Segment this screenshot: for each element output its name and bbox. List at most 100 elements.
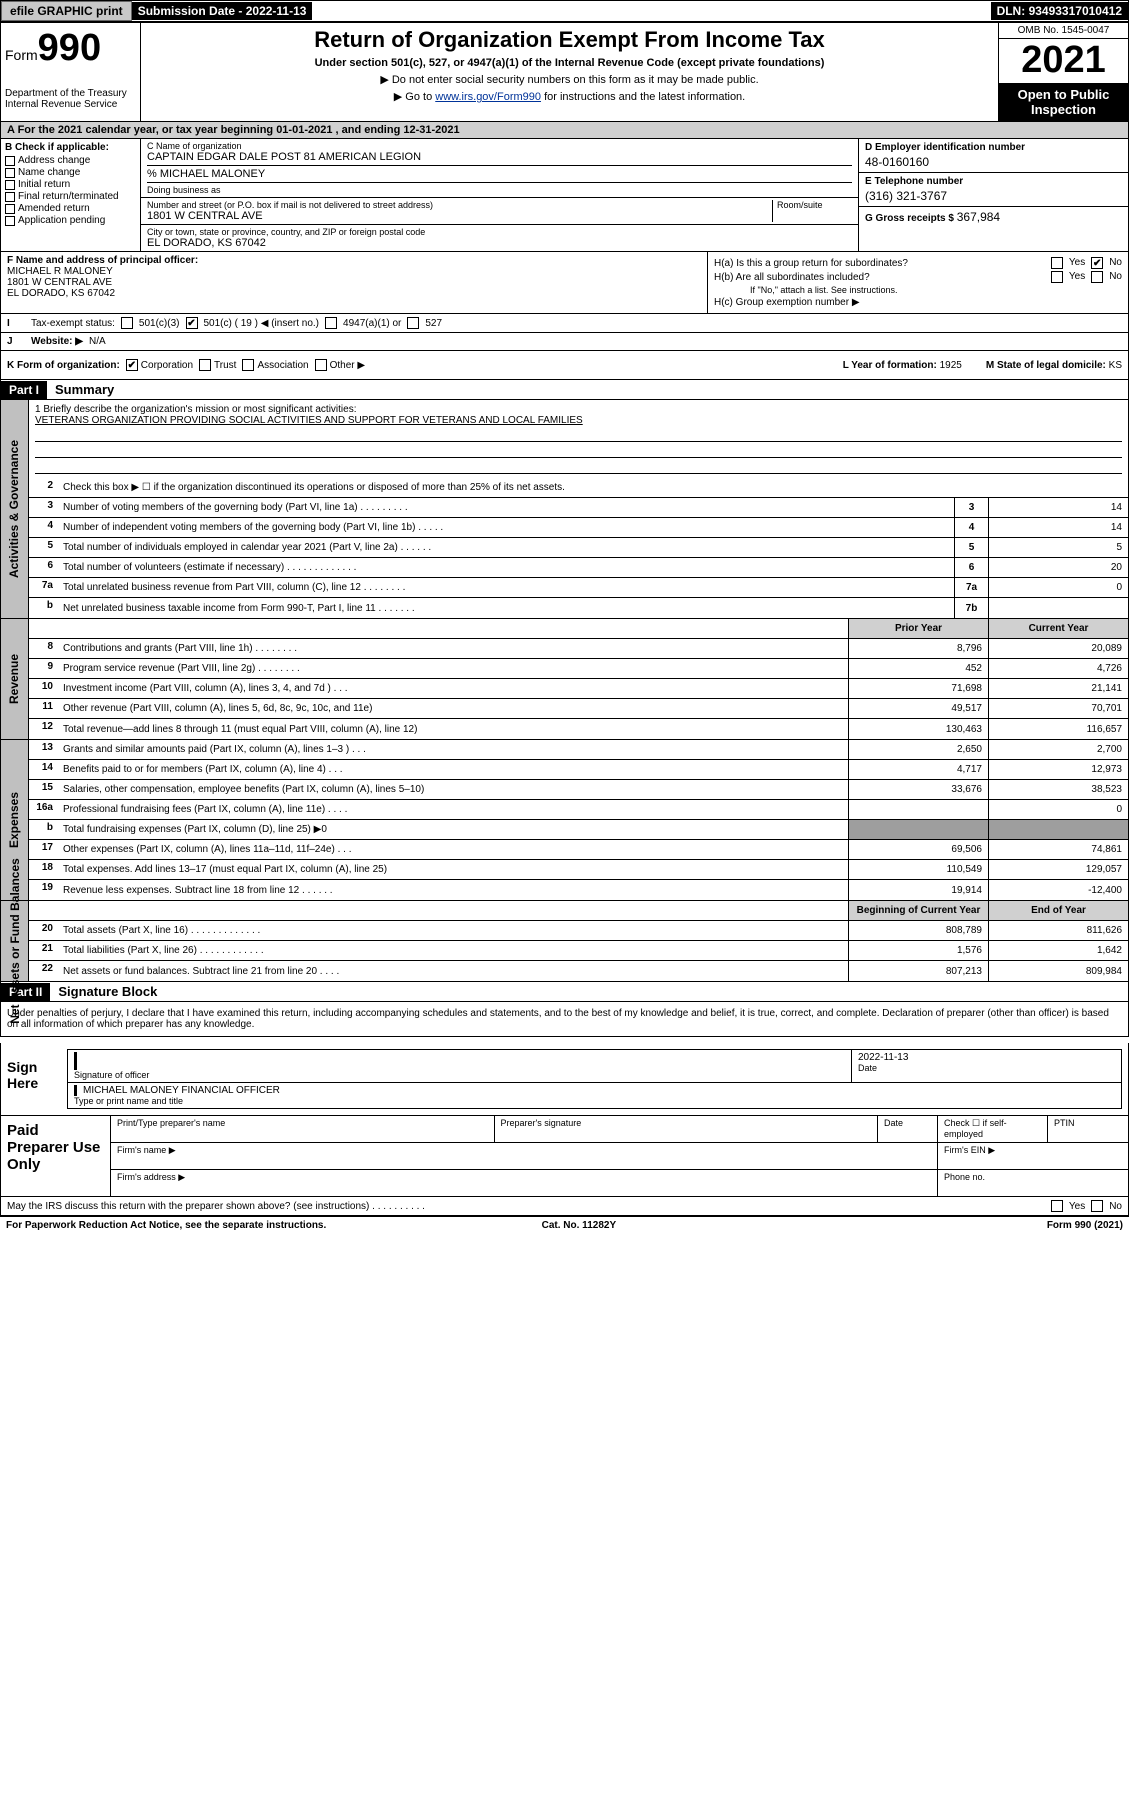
- ha-yes-checkbox[interactable]: [1051, 257, 1063, 269]
- firm-ein-label: Firm's EIN ▶: [938, 1143, 1128, 1169]
- footer-mid: Cat. No. 11282Y: [542, 1220, 616, 1231]
- row-desc: Professional fundraising fees (Part IX, …: [59, 800, 848, 819]
- firm-name-label: Firm's name ▶: [111, 1143, 938, 1169]
- row-py: 130,463: [848, 719, 988, 739]
- vlabel-governance: Activities & Governance: [1, 400, 29, 618]
- 4947-checkbox[interactable]: [325, 317, 337, 329]
- tax-exempt-label: Tax-exempt status:: [31, 318, 115, 329]
- row-num: b: [29, 820, 59, 839]
- row-py: 71,698: [848, 679, 988, 698]
- prep-ptin-label: PTIN: [1048, 1116, 1128, 1142]
- discuss-line: May the IRS discuss this return with the…: [0, 1197, 1129, 1216]
- prep-selfemp-label: Check ☐ if self-employed: [938, 1116, 1048, 1142]
- row-desc: Benefits paid to or for members (Part IX…: [59, 760, 848, 779]
- section-governance: Activities & Governance 1 Briefly descri…: [0, 400, 1129, 619]
- discuss-yes-checkbox[interactable]: [1051, 1200, 1063, 1212]
- row-num: 14: [29, 760, 59, 779]
- form-title: Return of Organization Exempt From Incom…: [147, 27, 992, 53]
- row-cy: 20,089: [988, 639, 1128, 658]
- row-num: 18: [29, 860, 59, 879]
- col-h: H(a) Is this a group return for subordin…: [708, 252, 1128, 313]
- website-value: N/A: [89, 336, 106, 347]
- row-box: 4: [954, 518, 988, 537]
- row-num: 3: [29, 498, 59, 517]
- row-py: 8,796: [848, 639, 988, 658]
- irs-link[interactable]: www.irs.gov/Form990: [435, 91, 541, 103]
- part1-bar: Part I: [1, 381, 47, 399]
- row-desc: Salaries, other compensation, employee b…: [59, 780, 848, 799]
- section-expenses: Expenses 13Grants and similar amounts pa…: [0, 740, 1129, 901]
- top-bar: efile GRAPHIC print Submission Date - 20…: [0, 0, 1129, 22]
- submission-date: Submission Date - 2022-11-13: [132, 2, 313, 20]
- city-label: City or town, state or province, country…: [147, 227, 852, 237]
- addr-label: Number and street (or P.O. box if mail i…: [147, 200, 772, 210]
- org-name: CAPTAIN EDGAR DALE POST 81 AMERICAN LEGI…: [147, 151, 852, 163]
- row-val: 14: [988, 518, 1128, 537]
- row-cy: 129,057: [988, 860, 1128, 879]
- row-py: 2,650: [848, 740, 988, 759]
- linek-checkbox[interactable]: [315, 359, 327, 371]
- part2-header: Part II Signature Block: [0, 982, 1129, 1002]
- sign-here-block: Sign Here Signature of officer 2022-11-1…: [0, 1043, 1129, 1116]
- hb-no-checkbox[interactable]: [1091, 271, 1103, 283]
- tax-period: A For the 2021 calendar year, or tax yea…: [0, 122, 1129, 139]
- row-desc: Total number of volunteers (estimate if …: [59, 558, 954, 577]
- hdr-prior-year: Prior Year: [848, 619, 988, 638]
- row-desc: Grants and similar amounts paid (Part IX…: [59, 740, 848, 759]
- colb-checkbox[interactable]: [5, 180, 15, 190]
- vlabel-netassets: Net Assets or Fund Balances: [1, 901, 29, 981]
- firm-addr-label: Firm's address ▶: [111, 1170, 938, 1196]
- colb-checkbox[interactable]: [5, 216, 15, 226]
- row-cy: [988, 820, 1128, 839]
- efile-print-button[interactable]: efile GRAPHIC print: [1, 1, 132, 21]
- opt-501c: 501(c) ( 19 ) ◀ (insert no.): [204, 318, 320, 329]
- row-num: 17: [29, 840, 59, 859]
- opt-501c3: 501(c)(3): [139, 318, 180, 329]
- ha-no-checkbox[interactable]: ✔: [1091, 257, 1103, 269]
- row-cy: 809,984: [988, 961, 1128, 981]
- discuss-text: May the IRS discuss this return with the…: [7, 1201, 425, 1212]
- row-cy: 21,141: [988, 679, 1128, 698]
- city-state-zip: EL DORADO, KS 67042: [147, 237, 852, 249]
- sig-date-label: Date: [858, 1063, 1115, 1073]
- row-desc: Total revenue—add lines 8 through 11 (mu…: [59, 719, 848, 739]
- row-desc: Other expenses (Part IX, column (A), lin…: [59, 840, 848, 859]
- form-number: Form990: [5, 27, 136, 70]
- ha-label: H(a) Is this a group return for subordin…: [714, 258, 908, 269]
- row-cy: 2,700: [988, 740, 1128, 759]
- header-left: Form990 Department of the Treasury Inter…: [1, 23, 141, 121]
- colb-checkbox[interactable]: [5, 156, 15, 166]
- part1-header: Part I Summary: [0, 380, 1129, 400]
- line-j: J Website: ▶ N/A: [0, 333, 1129, 351]
- paid-preparer-block: Paid Preparer Use Only Print/Type prepar…: [0, 1116, 1129, 1197]
- linek-checkbox[interactable]: [242, 359, 254, 371]
- row-cy: 74,861: [988, 840, 1128, 859]
- row-num: 19: [29, 880, 59, 900]
- 501c-checkbox[interactable]: ✔: [186, 317, 198, 329]
- dba-label: Doing business as: [147, 182, 852, 195]
- row-val: 5: [988, 538, 1128, 557]
- linek-checkbox[interactable]: [199, 359, 211, 371]
- row-desc: Other revenue (Part VIII, column (A), li…: [59, 699, 848, 718]
- 501c3-checkbox[interactable]: [121, 317, 133, 329]
- row-cy: 70,701: [988, 699, 1128, 718]
- colb-checkbox[interactable]: [5, 192, 15, 202]
- row-cy: 38,523: [988, 780, 1128, 799]
- year-formation: L Year of formation: 1925: [843, 360, 962, 371]
- col-c-org: C Name of organization CAPTAIN EDGAR DAL…: [141, 139, 858, 251]
- 527-checkbox[interactable]: [407, 317, 419, 329]
- colb-checkbox[interactable]: [5, 168, 15, 178]
- officer-name: MICHAEL R MALONEY: [7, 266, 701, 277]
- q2-text: Check this box ▶ ☐ if the organization d…: [59, 478, 1128, 497]
- discuss-no-checkbox[interactable]: [1091, 1200, 1103, 1212]
- colb-checkbox[interactable]: [5, 204, 15, 214]
- row-desc: Number of voting members of the governin…: [59, 498, 954, 517]
- footer-right: Form 990 (2021): [1047, 1220, 1123, 1231]
- row-desc: Total expenses. Add lines 13–17 (must eq…: [59, 860, 848, 879]
- hb-yes-checkbox[interactable]: [1051, 271, 1063, 283]
- tax-year: 2021: [999, 39, 1128, 83]
- colb-opt-label: Amended return: [18, 203, 90, 214]
- linek-checkbox[interactable]: ✔: [126, 359, 138, 371]
- row-py: 33,676: [848, 780, 988, 799]
- col-b-label: B Check if applicable:: [5, 142, 136, 153]
